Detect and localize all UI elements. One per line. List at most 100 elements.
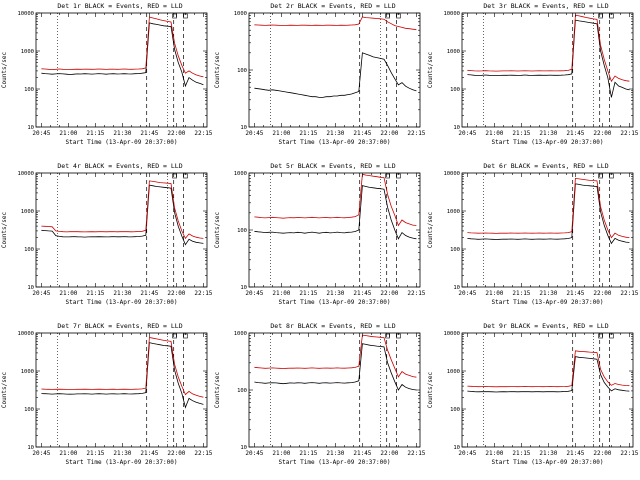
lld-series-line [254, 173, 417, 227]
x-tick-label: 22:15 [194, 130, 212, 137]
interval-marker-square [396, 13, 401, 19]
x-tick-label: 22:15 [620, 290, 638, 297]
x-tick-label: 21:15 [299, 450, 317, 457]
plot-det-6r: Det 6r BLACK = Events, RED = LLD 20:45 21… [426, 160, 639, 320]
x-tick-label: 21:30 [539, 290, 557, 297]
x-tick-label: 22:15 [620, 450, 638, 457]
x-tick-label: 21:15 [512, 450, 530, 457]
x-tick-label: 21:30 [539, 450, 557, 457]
y-tick-label: 100 [237, 68, 247, 74]
interval-marker-square [609, 13, 614, 19]
interval-marker-square [172, 13, 177, 19]
interval-marker-square [183, 333, 188, 339]
interval-marker-square [183, 13, 188, 19]
lld-series-line [41, 337, 204, 398]
y-axis-label: Counts/sec [214, 52, 221, 89]
x-tick-label: 21:15 [299, 130, 317, 137]
x-tick-label: 21:15 [512, 290, 530, 297]
x-tick-label: 22:15 [620, 130, 638, 137]
x-tick-label: 22:00 [593, 290, 611, 297]
axes-box [35, 332, 208, 448]
x-tick-label: 21:00 [272, 290, 290, 297]
lld-series-line [254, 16, 417, 31]
plot-title: Det 1r BLACK = Events, RED = LLD [57, 2, 183, 10]
y-axis-label: Counts/sec [1, 372, 8, 409]
x-tick-label: 21:30 [326, 130, 344, 137]
axes-box [248, 172, 421, 288]
lld-series-line [467, 350, 630, 388]
y-tick-label: 100 [237, 228, 247, 234]
x-axis-label: Start Time (13-Apr-09 20:37:00) [66, 459, 178, 466]
y-axis-label: Counts/sec [214, 212, 221, 249]
y-axis-label: Counts/sec [1, 212, 8, 249]
chart-det-2r: 20:45 21:00 21:15 21:30 21:45 22:00 22:15 10 100… [214, 11, 426, 146]
x-tick-label: 21:00 [485, 130, 503, 137]
x-tick-label: 22:00 [167, 290, 185, 297]
x-tick-label: 21:30 [326, 290, 344, 297]
y-tick-label: 100 [24, 247, 34, 253]
x-tick-label: 22:15 [194, 290, 212, 297]
interval-marker-square [598, 13, 603, 19]
plot-title: Det 7r BLACK = Events, RED = LLD [57, 322, 183, 330]
x-tick-label: 20:45 [245, 130, 263, 137]
x-tick-label: 21:15 [86, 290, 104, 297]
plot-title: Det 8r BLACK = Events, RED = LLD [270, 322, 396, 330]
y-tick-label: 10 [27, 125, 34, 131]
plot-det-9r: Det 9r BLACK = Events, RED = LLD 20:45 21… [426, 320, 639, 480]
y-tick-label: 1000 [447, 369, 460, 375]
x-tick-label: 21:00 [485, 290, 503, 297]
y-tick-label: 1000 [447, 49, 460, 55]
chart-det-9r: 20:45 21:00 21:15 21:30 21:45 22:00 22:15 10 100… [427, 331, 639, 466]
x-tick-label: 21:45 [353, 450, 371, 457]
y-tick-label: 100 [450, 87, 460, 93]
interval-marker-square [172, 173, 177, 179]
plot-det-2r: Det 2r BLACK = Events, RED = LLD 20:45 21… [213, 0, 426, 160]
x-tick-label: 21:30 [113, 290, 131, 297]
x-tick-label: 20:45 [245, 450, 263, 457]
chart-det-7r: 20:45 21:00 21:15 21:30 21:45 22:00 22:15 10 100… [1, 331, 213, 466]
y-axis-label: Counts/sec [427, 212, 434, 249]
y-tick-label: 10 [27, 285, 34, 291]
x-axis-label: Start Time (13-Apr-09 20:37:00) [492, 459, 604, 466]
x-axis-label: Start Time (13-Apr-09 20:37:00) [492, 139, 604, 146]
y-axis-label: Counts/sec [427, 372, 434, 409]
y-axis-label: Counts/sec [1, 52, 8, 89]
interval-marker-square [396, 333, 401, 339]
interval-marker-square [385, 333, 390, 339]
interval-marker-square [609, 333, 614, 339]
y-tick-label: 10000 [443, 11, 460, 17]
x-tick-label: 22:15 [407, 130, 425, 137]
x-tick-label: 22:00 [380, 130, 398, 137]
x-tick-label: 22:00 [380, 450, 398, 457]
y-tick-label: 10 [27, 445, 34, 451]
y-tick-label: 10000 [17, 331, 34, 337]
y-tick-label: 1000 [447, 209, 460, 215]
y-tick-label: 10000 [17, 11, 34, 17]
plot-title: Det 6r BLACK = Events, RED = LLD [483, 162, 609, 170]
events-series-line [467, 183, 630, 245]
y-tick-label: 1000 [21, 369, 34, 375]
x-tick-label: 21:00 [59, 290, 77, 297]
x-tick-label: 21:00 [59, 130, 77, 137]
x-tick-label: 21:30 [113, 450, 131, 457]
x-tick-label: 22:00 [380, 290, 398, 297]
x-tick-label: 21:45 [566, 450, 584, 457]
chart-det-5r: 20:45 21:00 21:15 21:30 21:45 22:00 22:15 10 100… [214, 171, 426, 306]
interval-marker-square [609, 173, 614, 179]
axes-box [35, 12, 208, 128]
y-axis-label: Counts/sec [214, 372, 221, 409]
axes-box [461, 12, 634, 128]
chart-det-4r: 20:45 21:00 21:15 21:30 21:45 22:00 22:15 10 100… [1, 171, 213, 306]
events-series-line [254, 343, 417, 391]
x-tick-label: 22:15 [194, 450, 212, 457]
x-tick-label: 21:15 [86, 450, 104, 457]
y-tick-label: 10 [453, 445, 460, 451]
axes-box [248, 332, 421, 448]
interval-marker-square [385, 13, 390, 19]
events-series-line [41, 22, 204, 88]
plot-title: Det 5r BLACK = Events, RED = LLD [270, 162, 396, 170]
axes-box [248, 12, 421, 128]
y-tick-label: 1000 [234, 171, 247, 177]
axes-box [35, 172, 208, 288]
